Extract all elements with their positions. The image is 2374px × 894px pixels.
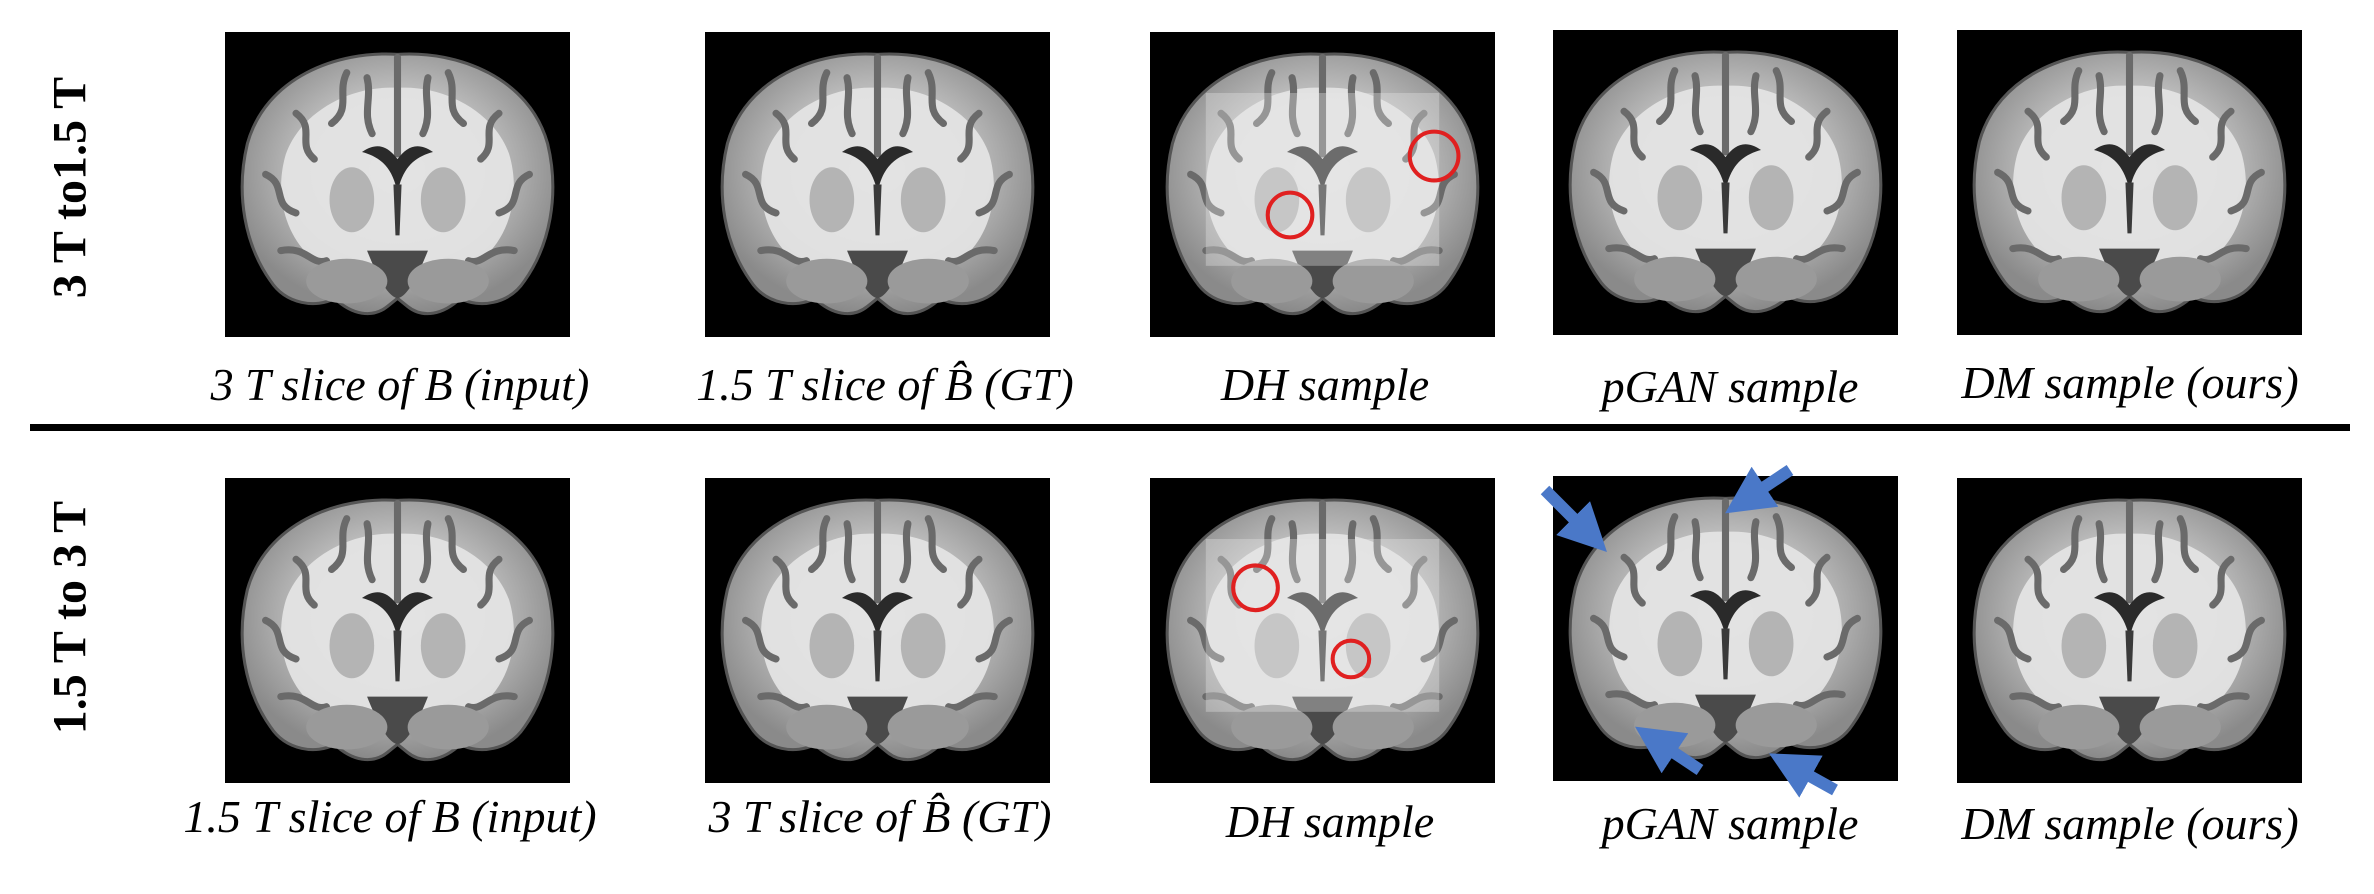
caption-dm-top: DM sample (ours)	[1961, 357, 2299, 408]
panel-input-bottom	[225, 478, 570, 783]
caption-dm-bottom: DM sample (ours)	[1961, 798, 2299, 849]
caption-pgan-bottom: pGAN sample	[1601, 798, 1859, 849]
caption-dh-top: DH sample	[1220, 359, 1430, 410]
row-label-bottom: 1.5 T to 3 T	[43, 500, 97, 735]
artifact-circle	[1265, 190, 1315, 240]
artifact-circle	[1330, 638, 1372, 680]
panel-pgan-top	[1553, 30, 1898, 335]
panel-dh-top	[1150, 32, 1495, 337]
caption-pgan-top: pGAN sample	[1601, 361, 1859, 412]
artifact-circle	[1231, 563, 1280, 613]
panel-dm-top	[1957, 30, 2302, 335]
artifact-circle	[1407, 129, 1461, 183]
panel-dm-bottom	[1957, 478, 2302, 783]
row-label-top: 3 T to1.5 T	[43, 76, 97, 299]
panel-pgan-bottom	[1553, 476, 1898, 781]
caption-dh-bottom: DH sample	[1225, 796, 1435, 847]
panel-dh-bottom	[1150, 478, 1495, 783]
caption-gt-top: 1.5 T slice of B̂ (GT)	[696, 359, 1074, 410]
row-divider	[30, 424, 2350, 431]
panel-gt-bottom	[705, 478, 1050, 783]
panel-input-top	[225, 32, 570, 337]
caption-input-top: 3 T slice of B (input)	[210, 359, 590, 410]
panel-gt-top	[705, 32, 1050, 337]
caption-input-bottom: 1.5 T slice of B (input)	[183, 791, 597, 842]
caption-gt-bottom: 3 T slice of B̂ (GT)	[708, 791, 1052, 842]
